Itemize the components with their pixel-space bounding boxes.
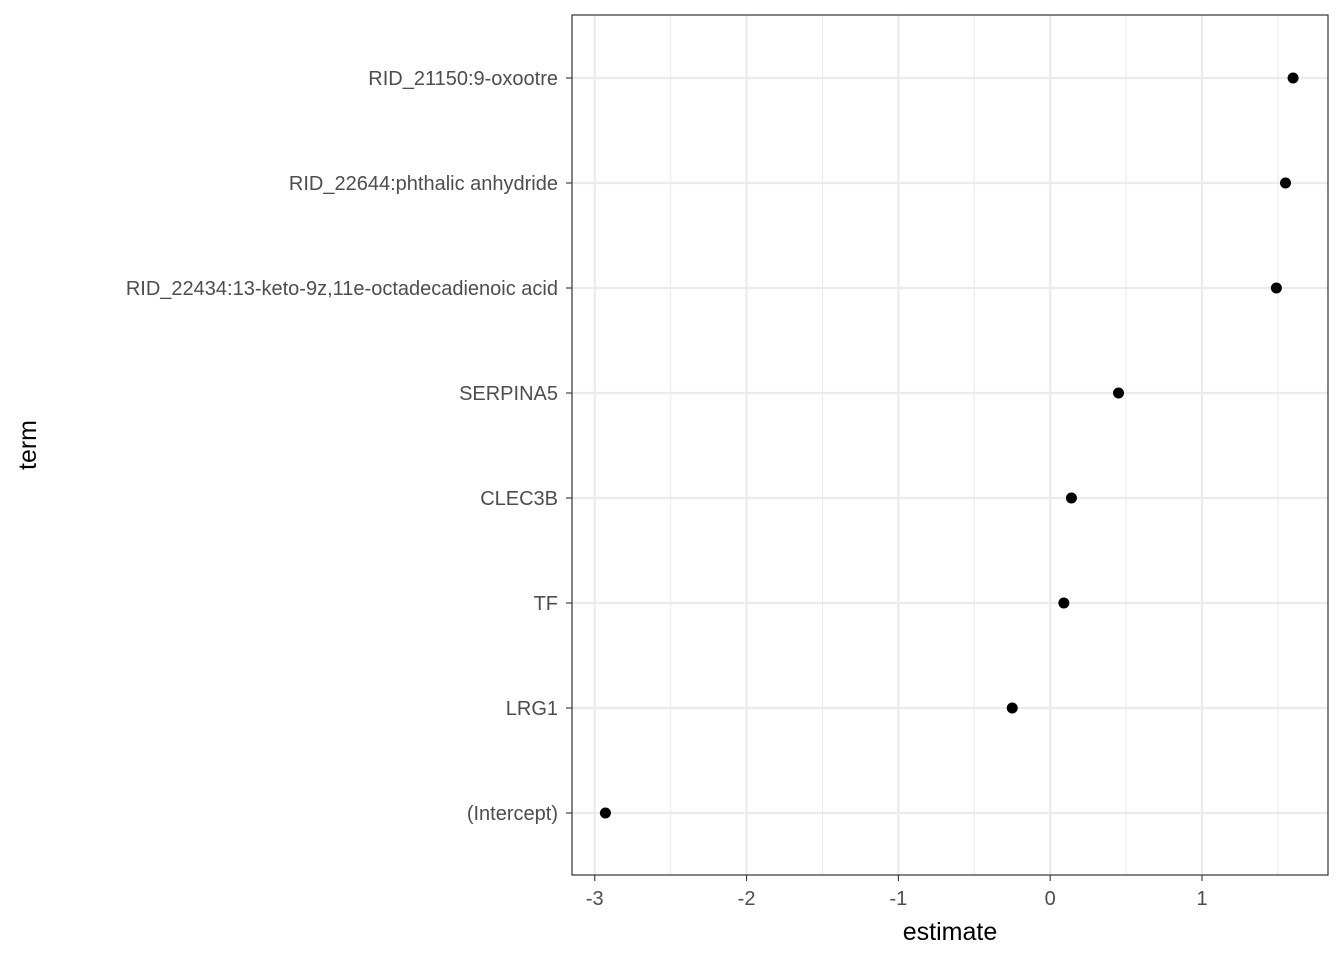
minor-gridlines	[670, 15, 1279, 875]
x-tick-label: -2	[738, 888, 756, 910]
x-tick-label: 1	[1196, 888, 1207, 910]
data-point	[599, 807, 611, 819]
y-tick-label: RID_22434:13-keto-9z,11e-octadecadienoic…	[126, 278, 558, 300]
data-point	[1113, 387, 1125, 399]
x-tick-label: -1	[889, 888, 907, 910]
x-tick-label: 0	[1045, 888, 1056, 910]
major-gridlines	[572, 15, 1328, 875]
data-point	[1279, 177, 1291, 189]
x-tick-label: -3	[586, 888, 604, 910]
y-tick-label: LRG1	[506, 698, 558, 720]
data-point	[1065, 492, 1077, 504]
y-axis-ticks: (Intercept) LRG1 TF CLEC3B SERPINA5 RID_22434…	[126, 68, 572, 825]
y-tick-label: (Intercept)	[467, 803, 558, 825]
y-tick-label: RID_21150:9-oxootre	[368, 68, 558, 90]
y-tick-label: RID_22644:phthalic anhydride	[289, 173, 558, 195]
panel-border	[571, 14, 1329, 876]
data-point	[1270, 282, 1282, 294]
data-point	[1058, 597, 1070, 609]
y-tick-label: SERPINA5	[459, 383, 558, 405]
data-points	[599, 72, 1299, 819]
data-point	[1287, 72, 1299, 84]
y-tick-label: TF	[534, 593, 558, 615]
y-axis-title: term	[14, 420, 42, 470]
x-axis-title: estimate	[903, 918, 997, 946]
data-point	[1006, 702, 1018, 714]
y-tick-label: CLEC3B	[480, 488, 558, 510]
x-axis-ticks: -3 -2 -1 0 1	[586, 875, 1208, 910]
